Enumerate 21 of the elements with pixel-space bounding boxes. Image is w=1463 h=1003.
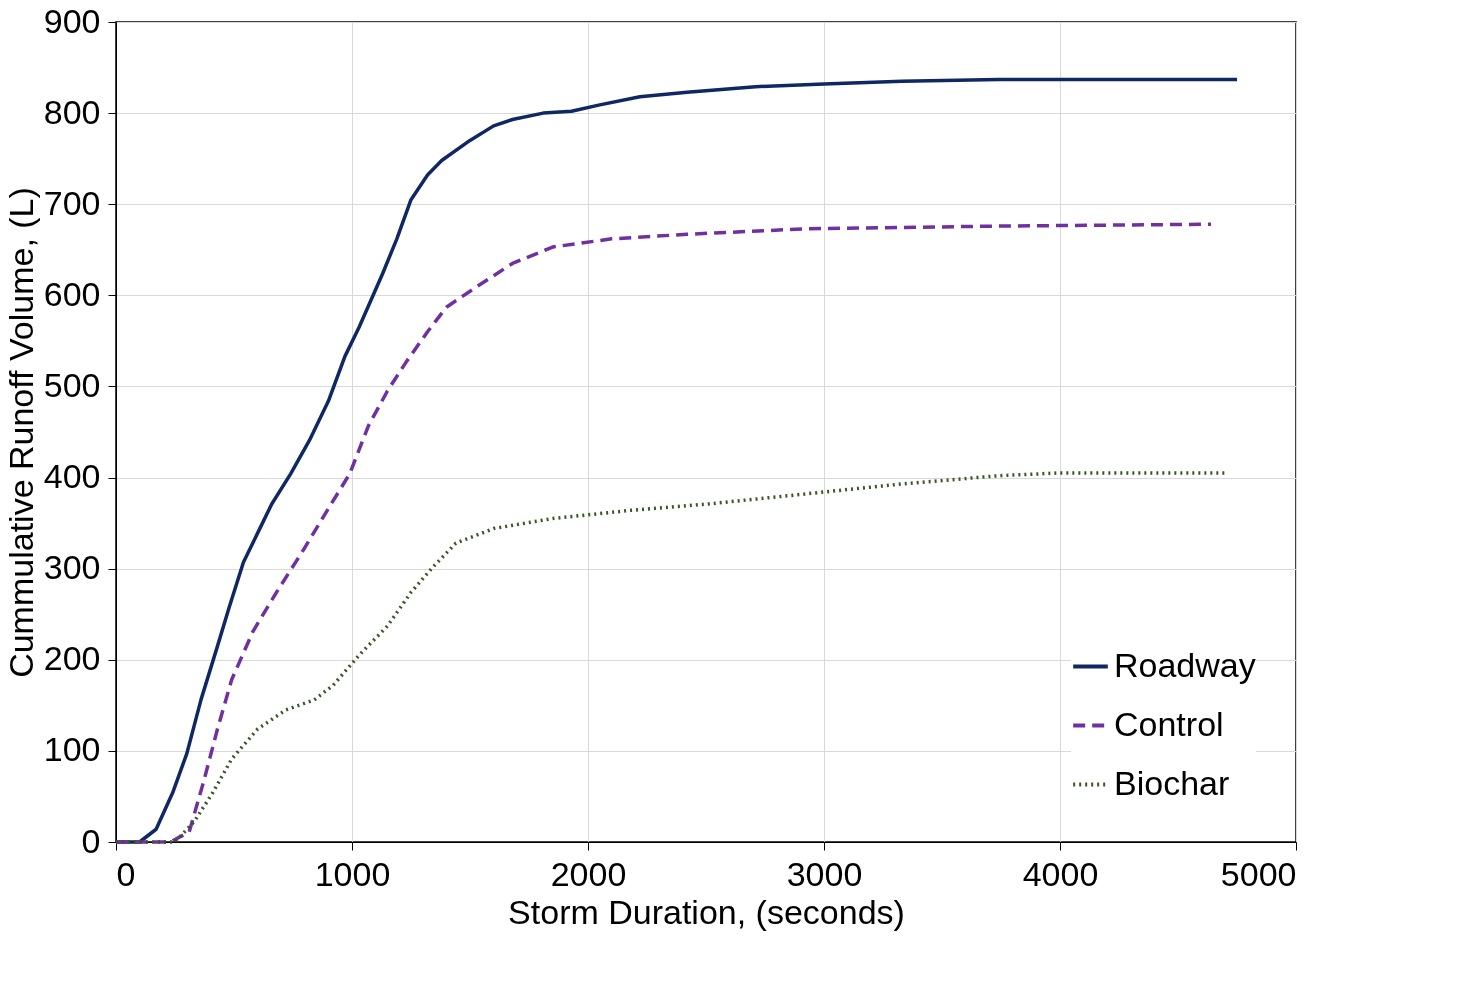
x-tick-label: 3000	[786, 854, 863, 893]
y-tick-label: 900	[43, 1, 101, 40]
y-tick-label: 200	[43, 639, 101, 678]
x-tick-label: 5000	[1220, 854, 1297, 893]
x-axis-title: Storm Duration, (seconds)	[508, 892, 905, 931]
x-tick-label: 0	[116, 854, 136, 893]
y-tick-label: 700	[43, 183, 101, 222]
legend-label: Roadway	[1114, 645, 1256, 684]
y-tick-label: 100	[43, 730, 101, 769]
y-tick-label: 600	[43, 274, 101, 313]
y-tick-label: 0	[81, 821, 101, 860]
y-tick-label: 300	[43, 548, 101, 587]
y-tick-label: 800	[43, 92, 101, 131]
y-axis-title: Cummulative Runoff Volume, (L)	[1, 187, 40, 678]
legend-label: Biochar	[1114, 763, 1230, 802]
y-tick-label: 500	[43, 365, 101, 404]
x-tick-label: 4000	[1022, 854, 1099, 893]
y-tick-label: 400	[43, 457, 101, 496]
x-tick-label: 2000	[550, 854, 627, 893]
x-tick-label: 1000	[314, 854, 391, 893]
legend-label: Control	[1114, 704, 1224, 743]
